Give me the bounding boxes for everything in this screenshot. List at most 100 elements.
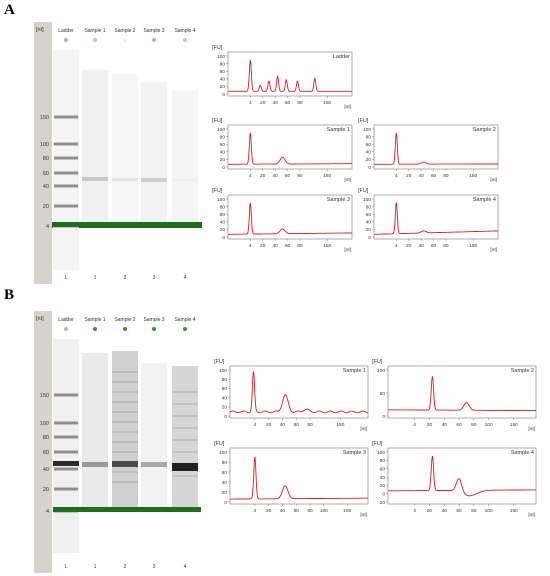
y-tick-label: 40 bbox=[366, 150, 372, 156]
x-tick-label: 150 bbox=[469, 173, 477, 179]
x-tick-label: 150 bbox=[323, 100, 331, 106]
lane-header: Sample 1 bbox=[84, 28, 105, 34]
x-tick-label: 4 bbox=[254, 422, 257, 428]
lane-status-dot bbox=[123, 327, 127, 331]
x-tick-label: 150 bbox=[343, 508, 351, 514]
size-label: 20 bbox=[43, 204, 49, 210]
y-tick-label: 60 bbox=[220, 142, 226, 148]
lane-number: L bbox=[65, 564, 68, 570]
lane-header: Sample 1 bbox=[84, 317, 105, 323]
x-tick-label: 60 bbox=[456, 508, 462, 514]
lane-status-dot bbox=[183, 38, 187, 42]
x-axis-unit: [nt] bbox=[360, 512, 367, 518]
lower-marker-band bbox=[53, 507, 201, 512]
ladder-band bbox=[54, 467, 78, 471]
lane-status-dot bbox=[64, 327, 68, 331]
electropherogram-b-sample-2: [FU] Sample 2 [nt] 100 50 0 4 20 40 60 80 100 150 bbox=[372, 359, 537, 432]
x-tick-label: 80 bbox=[297, 100, 303, 106]
ladder-band bbox=[54, 204, 78, 208]
x-axis-unit: [nt] bbox=[490, 247, 497, 253]
sample-band bbox=[82, 462, 108, 467]
lane-number: 3 bbox=[153, 564, 156, 570]
y-tick-label: 80 bbox=[220, 204, 226, 210]
electropherogram-b-sample-4: [FU] Sample 4 [nt] 100 80 60 40 20 0 -20 4 20 40 60 80… bbox=[372, 441, 537, 518]
y-tick-label: 100 bbox=[363, 127, 371, 133]
x-tick-label: 80 bbox=[471, 422, 477, 428]
plot-area bbox=[387, 447, 537, 505]
y-tick-label: 60 bbox=[366, 212, 372, 218]
lane-header: Ladder bbox=[58, 28, 74, 34]
plot-title: Sample 1 bbox=[327, 127, 350, 133]
trace-line bbox=[228, 202, 352, 235]
plot-title: Sample 4 bbox=[473, 197, 496, 203]
y-tick-label: 0 bbox=[224, 500, 227, 506]
y-tick-label: 60 bbox=[220, 212, 226, 218]
x-axis-unit: [nt] bbox=[344, 247, 351, 253]
x-tick-label: 40 bbox=[442, 508, 448, 514]
y-axis-unit: [FU] bbox=[358, 118, 369, 124]
y-tick-label: 100 bbox=[219, 450, 227, 456]
y-tick-label: 20 bbox=[220, 84, 226, 90]
lane-number: 1 bbox=[94, 275, 97, 281]
y-tick-label: 20 bbox=[222, 405, 228, 411]
size-label: 80 bbox=[43, 435, 49, 441]
x-tick-label: 20 bbox=[260, 173, 266, 179]
y-tick-label: 20 bbox=[380, 483, 386, 489]
sample-band bbox=[172, 463, 198, 471]
y-tick-label: 50 bbox=[380, 391, 386, 397]
y-tick-label: 20 bbox=[222, 490, 228, 496]
x-tick-label: 4 bbox=[249, 173, 252, 179]
plot-title: Sample 2 bbox=[511, 368, 534, 374]
x-tick-label: 60 bbox=[285, 100, 291, 106]
plot-area bbox=[387, 365, 537, 419]
x-tick-label: 20 bbox=[406, 243, 412, 249]
x-axis-unit: [nt] bbox=[490, 177, 497, 183]
sample-band bbox=[112, 461, 138, 467]
plot-area bbox=[227, 194, 353, 240]
lane-number: 4 bbox=[184, 564, 187, 570]
lane-status-dot bbox=[123, 38, 127, 42]
x-tick-label: 150 bbox=[510, 508, 518, 514]
x-tick-label: 20 bbox=[427, 508, 433, 514]
x-tick-label: 60 bbox=[431, 243, 437, 249]
y-tick-label: 60 bbox=[222, 470, 228, 476]
x-tick-label: 4 bbox=[249, 243, 252, 249]
ladder-band bbox=[54, 184, 78, 188]
size-label: 40 bbox=[43, 467, 49, 473]
lane-header: Ladder bbox=[58, 317, 74, 323]
y-tick-label: 80 bbox=[380, 458, 386, 464]
y-tick-label: 20 bbox=[220, 227, 226, 233]
x-tick-label: 20 bbox=[266, 508, 272, 514]
lane-status-dot bbox=[93, 38, 97, 42]
x-tick-label: 150 bbox=[336, 422, 344, 428]
size-label: 20 bbox=[43, 487, 49, 493]
plot-title: Sample 2 bbox=[473, 127, 496, 133]
x-tick-label: 4 bbox=[413, 508, 416, 514]
y-tick-label: 60 bbox=[220, 69, 226, 75]
size-label: 150 bbox=[40, 393, 49, 399]
x-tick-label: 100 bbox=[485, 508, 493, 514]
lane-header: Sample 3 bbox=[143, 317, 164, 323]
y-axis-unit: [FU] bbox=[214, 359, 225, 365]
lane-status-dot bbox=[183, 327, 187, 331]
lane-number: 1 bbox=[94, 564, 97, 570]
plot-title: Ladder bbox=[333, 54, 350, 60]
y-tick-label: 100 bbox=[377, 450, 385, 456]
y-tick-label: 80 bbox=[220, 61, 226, 67]
x-tick-label: 60 bbox=[294, 422, 300, 428]
y-tick-label: 80 bbox=[220, 134, 226, 140]
lane-number: 3 bbox=[153, 275, 156, 281]
x-tick-label: 60 bbox=[294, 508, 300, 514]
lower-marker-band bbox=[53, 222, 201, 227]
lane-number: 2 bbox=[124, 275, 127, 281]
panel-label-a: A bbox=[4, 2, 15, 18]
electropherogram-b-sample-1: [FU] Sample 1 [nt] 100 80 60 40 20 0 4 20 40 60 80 150 bbox=[214, 359, 369, 432]
x-tick-label: 80 bbox=[443, 243, 449, 249]
x-axis-unit: [nt] bbox=[528, 426, 535, 432]
x-tick-label: 40 bbox=[272, 173, 278, 179]
lane-number: 2 bbox=[124, 564, 127, 570]
panel-label-b: B bbox=[4, 287, 15, 303]
ladder-band bbox=[54, 171, 78, 175]
y-tick-label: -20 bbox=[378, 500, 385, 506]
